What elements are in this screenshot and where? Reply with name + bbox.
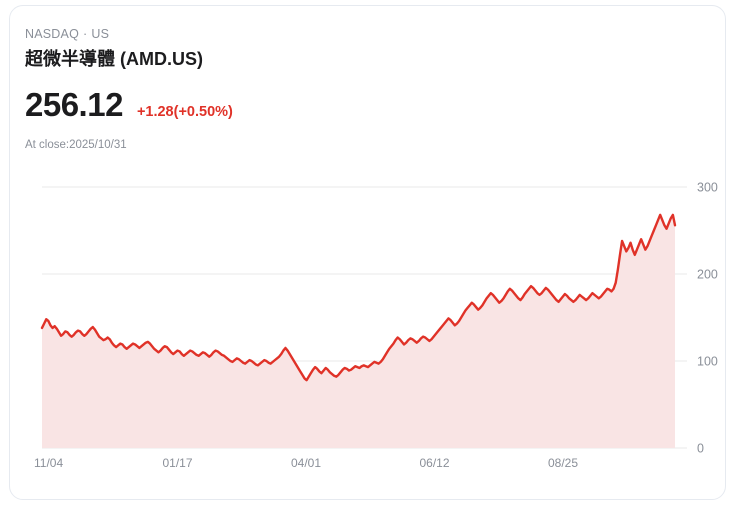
y-tick-label: 100 — [697, 355, 718, 369]
y-tick-label: 0 — [697, 442, 704, 456]
x-tick-label: 01/17 — [162, 456, 192, 470]
price-chart[interactable]: 300 200 100 0 11/04 01/17 04/01 06/12 08/25 — [10, 171, 727, 481]
exchange-region: US — [91, 27, 110, 41]
x-tick-label: 06/12 — [419, 456, 449, 470]
page-title: 超微半導體 (AMD.US) — [25, 49, 203, 69]
y-axis-tick-labels: 300 200 100 0 — [697, 181, 718, 456]
x-tick-label: 11/04 — [34, 456, 63, 470]
market-status-note: At close:2025/10/31 — [25, 139, 127, 151]
y-tick-label: 200 — [697, 268, 718, 282]
quote-header: NASDAQ · US 超微半導體 (AMD.US) 256.12 +1.28(+0… — [25, 26, 695, 153]
current-price: 256.12 — [25, 86, 123, 123]
price-chart-svg[interactable]: 300 200 100 0 11/04 01/17 04/01 06/12 08/25 — [10, 171, 727, 481]
price-line — [40, 213, 677, 382]
exchange-separator: · — [83, 27, 88, 41]
exchange-row: NASDAQ · US — [25, 26, 695, 42]
exchange-name: NASDAQ — [25, 27, 79, 41]
stock-quote-card: NASDAQ · US 超微半導體 (AMD.US) 256.12 +1.28(+0… — [9, 5, 726, 500]
x-tick-label: 08/25 — [548, 456, 578, 470]
x-axis-tick-labels: 11/04 01/17 04/01 06/12 08/25 — [34, 456, 578, 470]
price-area-fill — [42, 214, 675, 448]
y-tick-label: 300 — [697, 181, 718, 195]
price-row: 256.12 +1.28(+0.50%) — [25, 87, 695, 123]
price-change-badge: +1.28(+0.50%) — [136, 104, 233, 120]
x-tick-label: 04/01 — [291, 456, 321, 470]
